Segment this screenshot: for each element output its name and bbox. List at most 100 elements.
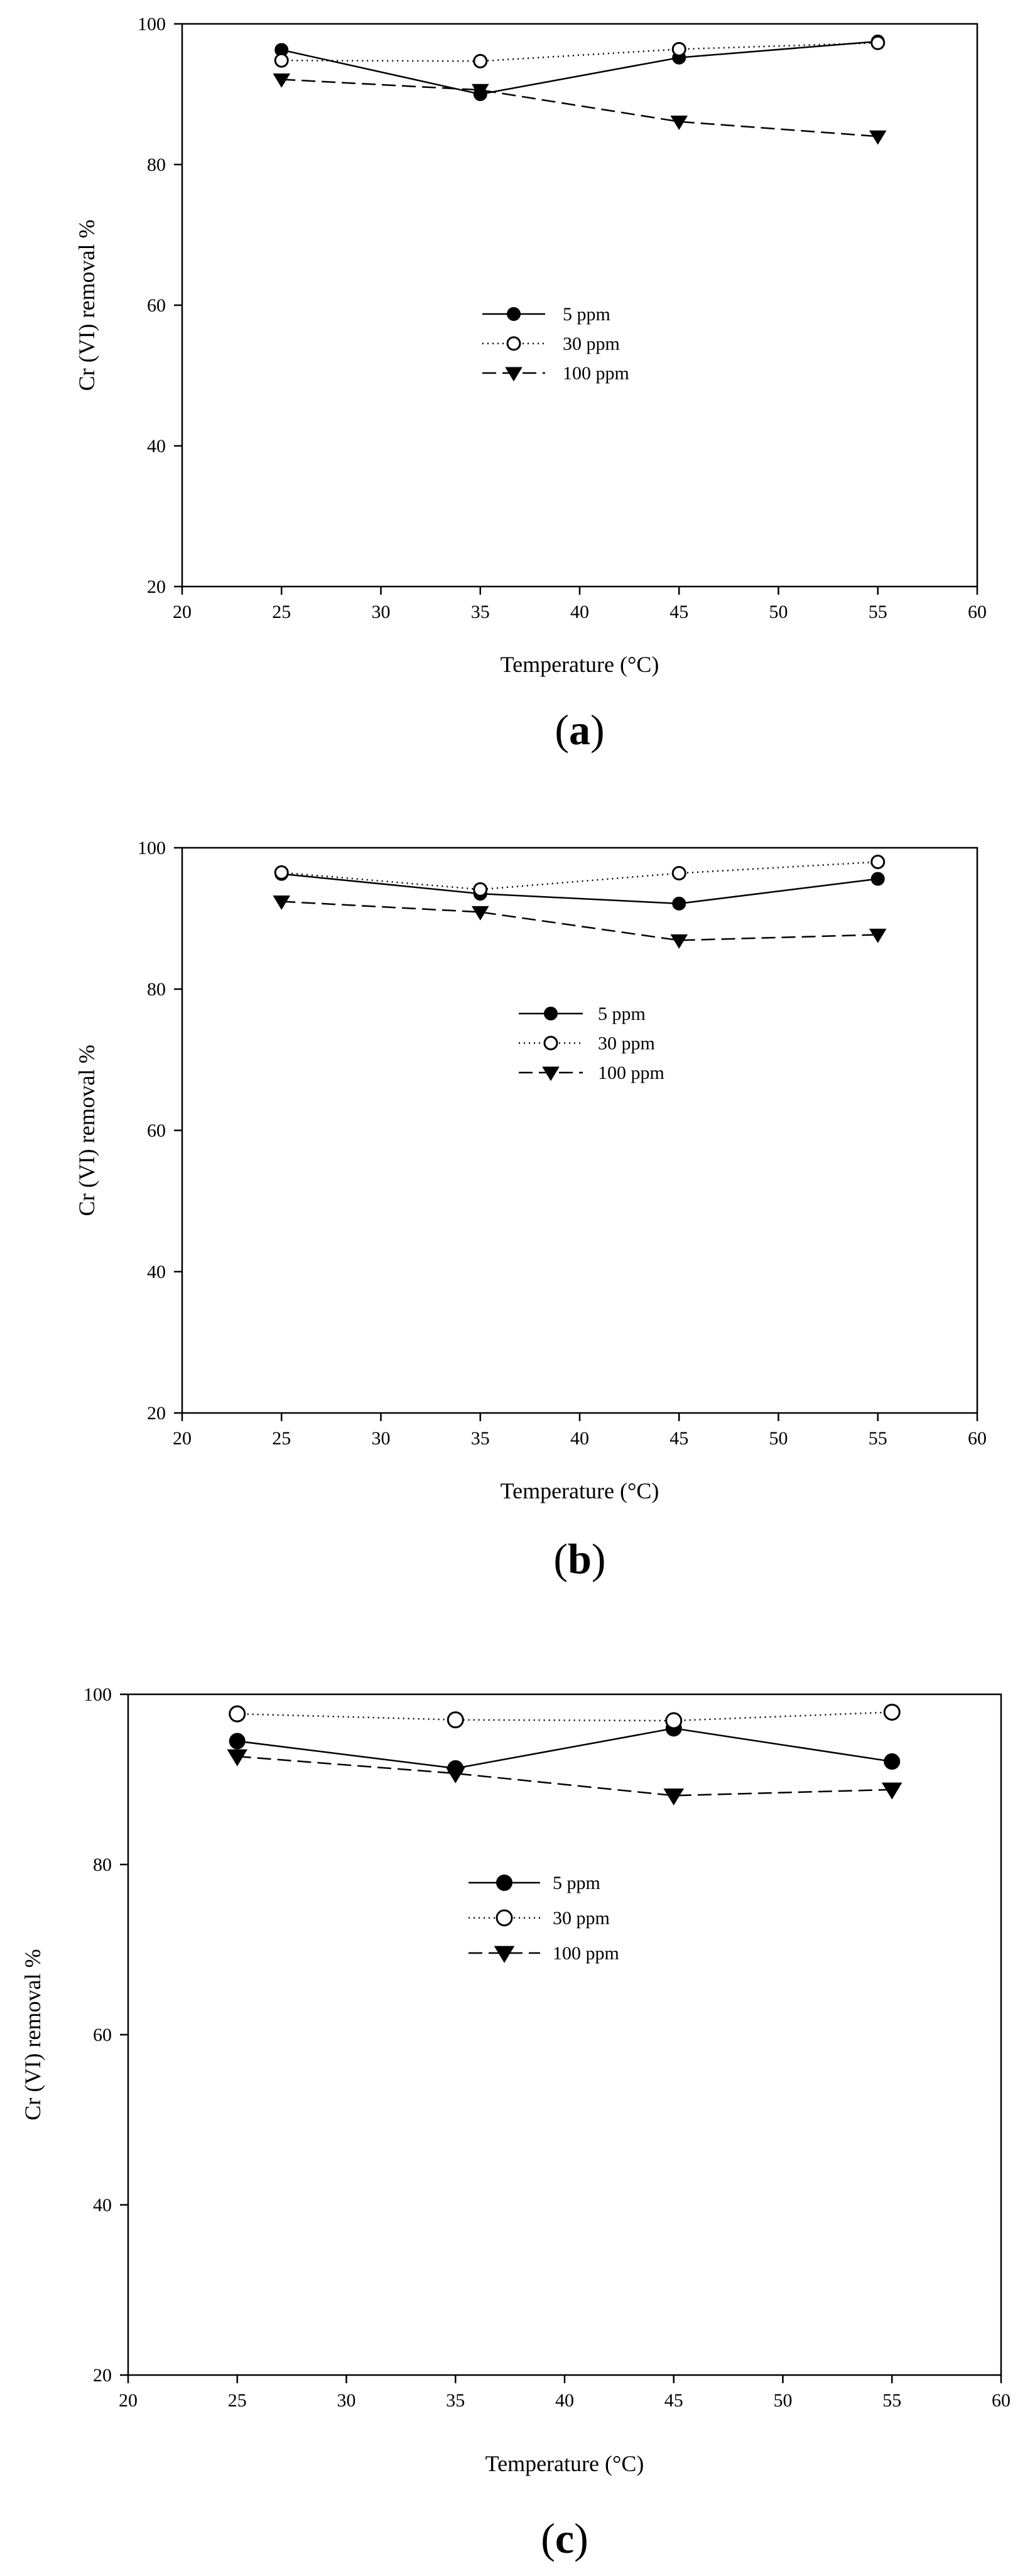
y-tick-label: 80: [147, 154, 166, 175]
data-point: [881, 1782, 902, 1800]
x-tick-label: 40: [570, 602, 589, 622]
legend-label: 5 ppm: [598, 1004, 646, 1024]
legend-label: 30 ppm: [563, 333, 620, 354]
y-tick-label: 60: [147, 295, 166, 316]
x-tick-label: 25: [272, 1428, 291, 1449]
legend-label: 100 ppm: [553, 1943, 619, 1964]
series-line: [281, 41, 878, 62]
data-point: [273, 896, 291, 910]
data-point: [227, 1749, 248, 1767]
series-5-ppm: [274, 35, 885, 101]
y-tick-label: 80: [147, 979, 166, 1000]
y-tick-label: 20: [147, 576, 166, 597]
series-30-ppm: [229, 1703, 901, 1729]
x-tick-label: 35: [471, 602, 490, 622]
series-30-ppm: [274, 35, 886, 68]
y-tick-label: 60: [147, 1120, 166, 1141]
legend: 5 ppm 30 ppm 100 ppm: [469, 1873, 619, 1964]
chart-panel-a: 20 25 30 35 40 45 50 55 60 20 40 60 80 100 Temperature…: [74, 14, 987, 754]
legend: 5 ppm 30 ppm 100 ppm: [519, 1004, 664, 1083]
data-point: [229, 1705, 246, 1723]
legend-marker: [494, 1946, 515, 1963]
legend-label: 30 ppm: [598, 1033, 655, 1054]
data-point: [471, 84, 489, 99]
data-point: [884, 1753, 901, 1770]
x-tick-label: 30: [372, 602, 391, 622]
legend-label: 5 ppm: [563, 304, 610, 325]
x-tick-label: 50: [774, 2390, 793, 2411]
y-tick-label: 100: [138, 838, 166, 858]
data-point: [670, 934, 688, 949]
y-tick-label: 60: [93, 2025, 112, 2045]
x-tick-label: 60: [968, 1428, 987, 1449]
x-tick-label: 20: [173, 602, 192, 622]
data-point: [447, 1711, 464, 1729]
data-point: [869, 928, 887, 943]
legend-marker: [542, 1066, 560, 1081]
series-line: [281, 873, 878, 905]
legend-label: 30 ppm: [553, 1908, 610, 1929]
data-point: [274, 53, 289, 68]
x-axis-title: Temperature (°C): [501, 1478, 659, 1503]
legend-marker: [544, 1007, 558, 1020]
y-tick-label: 100: [138, 14, 166, 35]
data-point: [473, 53, 488, 68]
plot-frame: [181, 847, 978, 1414]
series-30-ppm: [274, 855, 886, 897]
legend-marker: [506, 336, 521, 351]
data-point: [870, 35, 886, 50]
legend-label: 100 ppm: [598, 1063, 664, 1083]
x-axis-title: Temperature (°C): [501, 652, 659, 677]
data-point: [665, 1712, 683, 1729]
data-point: [471, 906, 489, 921]
x-axis-title: Temperature (°C): [485, 2451, 644, 2476]
y-tick-label: 40: [147, 1262, 166, 1282]
x-tick-label: 20: [173, 1428, 192, 1449]
x-tick-label: 30: [337, 2390, 356, 2411]
panel-label-c: (c): [541, 2514, 588, 2562]
series-5-ppm: [274, 867, 885, 911]
y-axis-title: Cr (VI) removal %: [74, 1045, 99, 1216]
x-tick-label: 60: [992, 2390, 1011, 2411]
x-tick-label: 35: [471, 1428, 490, 1449]
panel-label-a: (a): [555, 706, 604, 754]
data-point: [445, 1766, 466, 1783]
series-100-ppm: [273, 73, 887, 145]
series-5-ppm: [229, 1720, 901, 1777]
y-axis-title: Cr (VI) removal %: [20, 1949, 45, 2121]
data-point: [229, 1733, 246, 1750]
x-tick-label: 25: [228, 2390, 247, 2411]
legend-label: 100 ppm: [563, 363, 629, 384]
series-line: [237, 1711, 892, 1722]
y-tick-label: 40: [147, 436, 166, 457]
data-point: [671, 866, 686, 880]
data-point: [473, 882, 488, 897]
data-point: [870, 872, 885, 886]
x-tick-label: 60: [968, 602, 987, 622]
x-tick-label: 55: [869, 1428, 887, 1449]
data-point: [671, 41, 686, 57]
panel-label-b: (b): [553, 1535, 605, 1583]
x-tick-label: 55: [869, 602, 887, 622]
series-line: [281, 901, 878, 941]
x-tick-label: 20: [119, 2390, 138, 2411]
data-point: [870, 855, 886, 869]
series-100-ppm: [227, 1749, 902, 1805]
plot-frame: [127, 1693, 1002, 2376]
series-line: [237, 1755, 892, 1797]
chart-panel-c: 20 25 30 35 40 45 50 55 60 20 40 60 80 100 Temperature…: [20, 1684, 1011, 2562]
series-line: [281, 40, 878, 95]
x-tick-label: 45: [669, 1428, 688, 1449]
legend-marker: [543, 1036, 558, 1051]
series-100-ppm: [273, 896, 887, 949]
x-tick-label: 30: [372, 1428, 391, 1449]
data-point: [869, 130, 887, 145]
y-tick-label: 20: [93, 2365, 112, 2386]
x-tick-label: 40: [570, 1428, 589, 1449]
data-point: [670, 116, 688, 131]
x-tick-label: 25: [272, 602, 291, 622]
data-point: [663, 1788, 685, 1805]
y-tick-label: 80: [93, 1854, 112, 1875]
x-tick-label: 50: [769, 1428, 788, 1449]
y-tick-label: 40: [93, 2195, 112, 2216]
